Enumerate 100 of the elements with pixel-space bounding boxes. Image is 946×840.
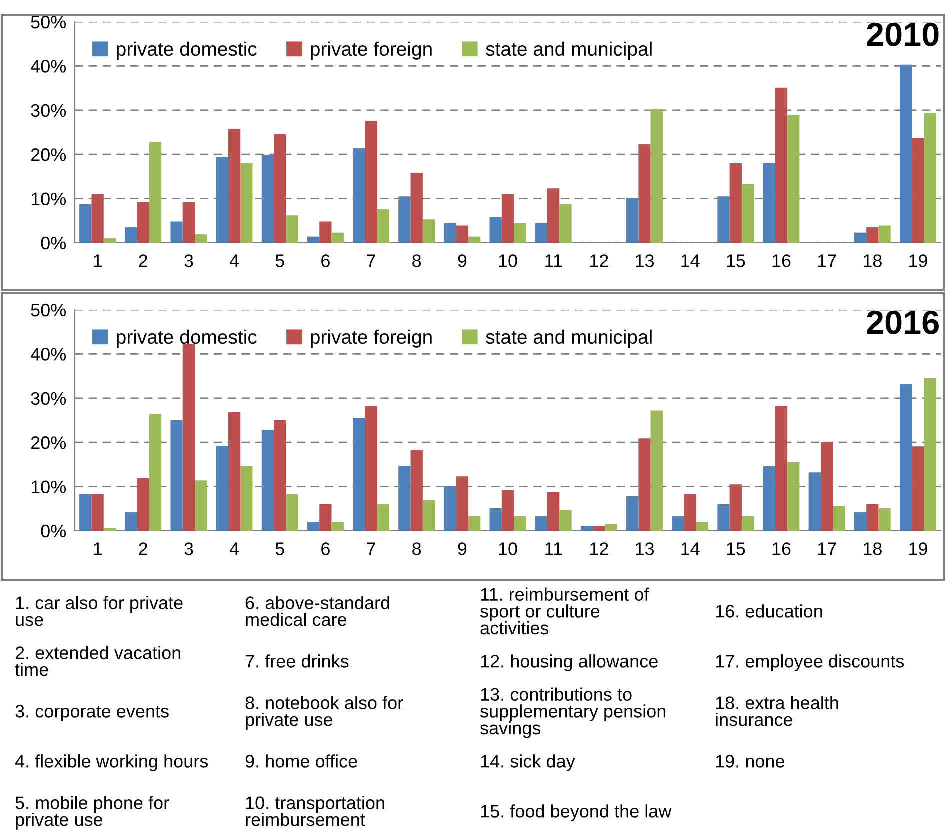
text: 16. education [716,604,822,618]
bar [912,446,924,531]
bar [514,516,526,531]
bar [92,494,104,531]
x-tick-label: 19 [910,542,928,556]
x-tick-label: 2 [139,254,148,268]
x-tick-label: 13 [636,254,654,268]
bar [924,378,936,531]
x-tick-label: 14 [682,542,700,556]
bar [444,224,456,243]
bar [137,478,150,531]
bar [274,134,286,243]
bar [866,228,879,243]
bar [854,232,867,243]
bar [833,506,846,531]
bar [900,64,912,243]
x-tick-label: 9 [458,254,467,268]
legend-label: state and municipal [486,330,652,348]
bar [638,144,651,243]
bar [137,202,150,243]
bar [560,204,572,243]
x-tick-label: 3 [184,542,194,556]
bar [900,384,912,531]
bar [398,196,411,243]
x-tick-label: 6 [322,254,330,268]
x-tick-label: 10 [499,254,518,268]
y-tick-label: 30% [31,392,66,406]
bar [410,450,423,531]
bar [808,472,821,531]
x-tick-label: 13 [636,542,654,556]
legend-label: private foreign [311,330,432,348]
bar [195,480,208,531]
x-tick-label: 6 [322,542,330,556]
text: 1. car also for private use [16,596,183,626]
y-tick-label: 10% [32,480,66,494]
x-tick-label: 18 [864,542,882,556]
x-tick-label: 11 [546,254,562,268]
bar [104,238,116,243]
bar [456,476,468,531]
bar [228,128,241,243]
x-tick-label: 17 [818,254,836,268]
bar [730,163,742,243]
y-tick-label: 20% [31,436,66,450]
text: 11. reimbursement of sport or culture activities [480,588,650,635]
text: 9. home office [246,754,358,768]
bar [182,344,196,531]
bar [580,526,594,531]
bar [742,516,754,531]
bar [788,115,800,243]
bar [560,510,572,531]
x-tick-label: 9 [458,542,467,556]
bar [332,522,344,531]
x-tick-label: 2 [139,542,148,556]
text: 5. mobile phone for private use [16,796,170,830]
x-tick-label: 16 [772,542,791,556]
bar [240,163,253,243]
bar [104,528,116,531]
x-tick-label: 7 [367,542,376,556]
bar [286,494,298,531]
bar [422,220,436,243]
bar [262,155,274,243]
bar [216,157,228,243]
text: 3. corporate events [16,705,169,722]
bar [353,418,366,531]
bar [377,209,390,243]
bar [820,442,834,531]
x-tick-label: 15 [727,542,746,556]
y-tick-label: 10% [32,192,66,206]
bar [548,188,560,243]
bar [490,217,502,243]
x-tick-label: 4 [230,542,240,556]
bar [650,410,663,531]
bar [763,466,776,531]
text: 15. food beyond the law [481,804,672,822]
bar [775,406,788,531]
bar [170,222,183,243]
bar [80,494,92,531]
bar [502,194,514,243]
bar [718,504,730,531]
bar [422,500,436,531]
x-tick-label: 15 [727,254,746,268]
text: 7. free drinks [246,654,349,668]
text: 4. flexible working hours [15,754,208,772]
bar [763,163,776,243]
bar [456,226,468,243]
bar [377,504,390,531]
text: 19. none [716,755,784,768]
bar [638,438,651,531]
legend-label: private domestic [117,330,257,348]
bar [320,222,332,243]
y-tick-label: 20% [31,148,66,162]
bar [626,198,639,243]
bar [626,496,639,531]
bar [307,236,320,243]
chart-title: 2010 [867,22,939,46]
bar [730,484,742,531]
bar [353,148,366,243]
bar [696,522,709,531]
bar [365,121,378,243]
bar [92,194,104,243]
